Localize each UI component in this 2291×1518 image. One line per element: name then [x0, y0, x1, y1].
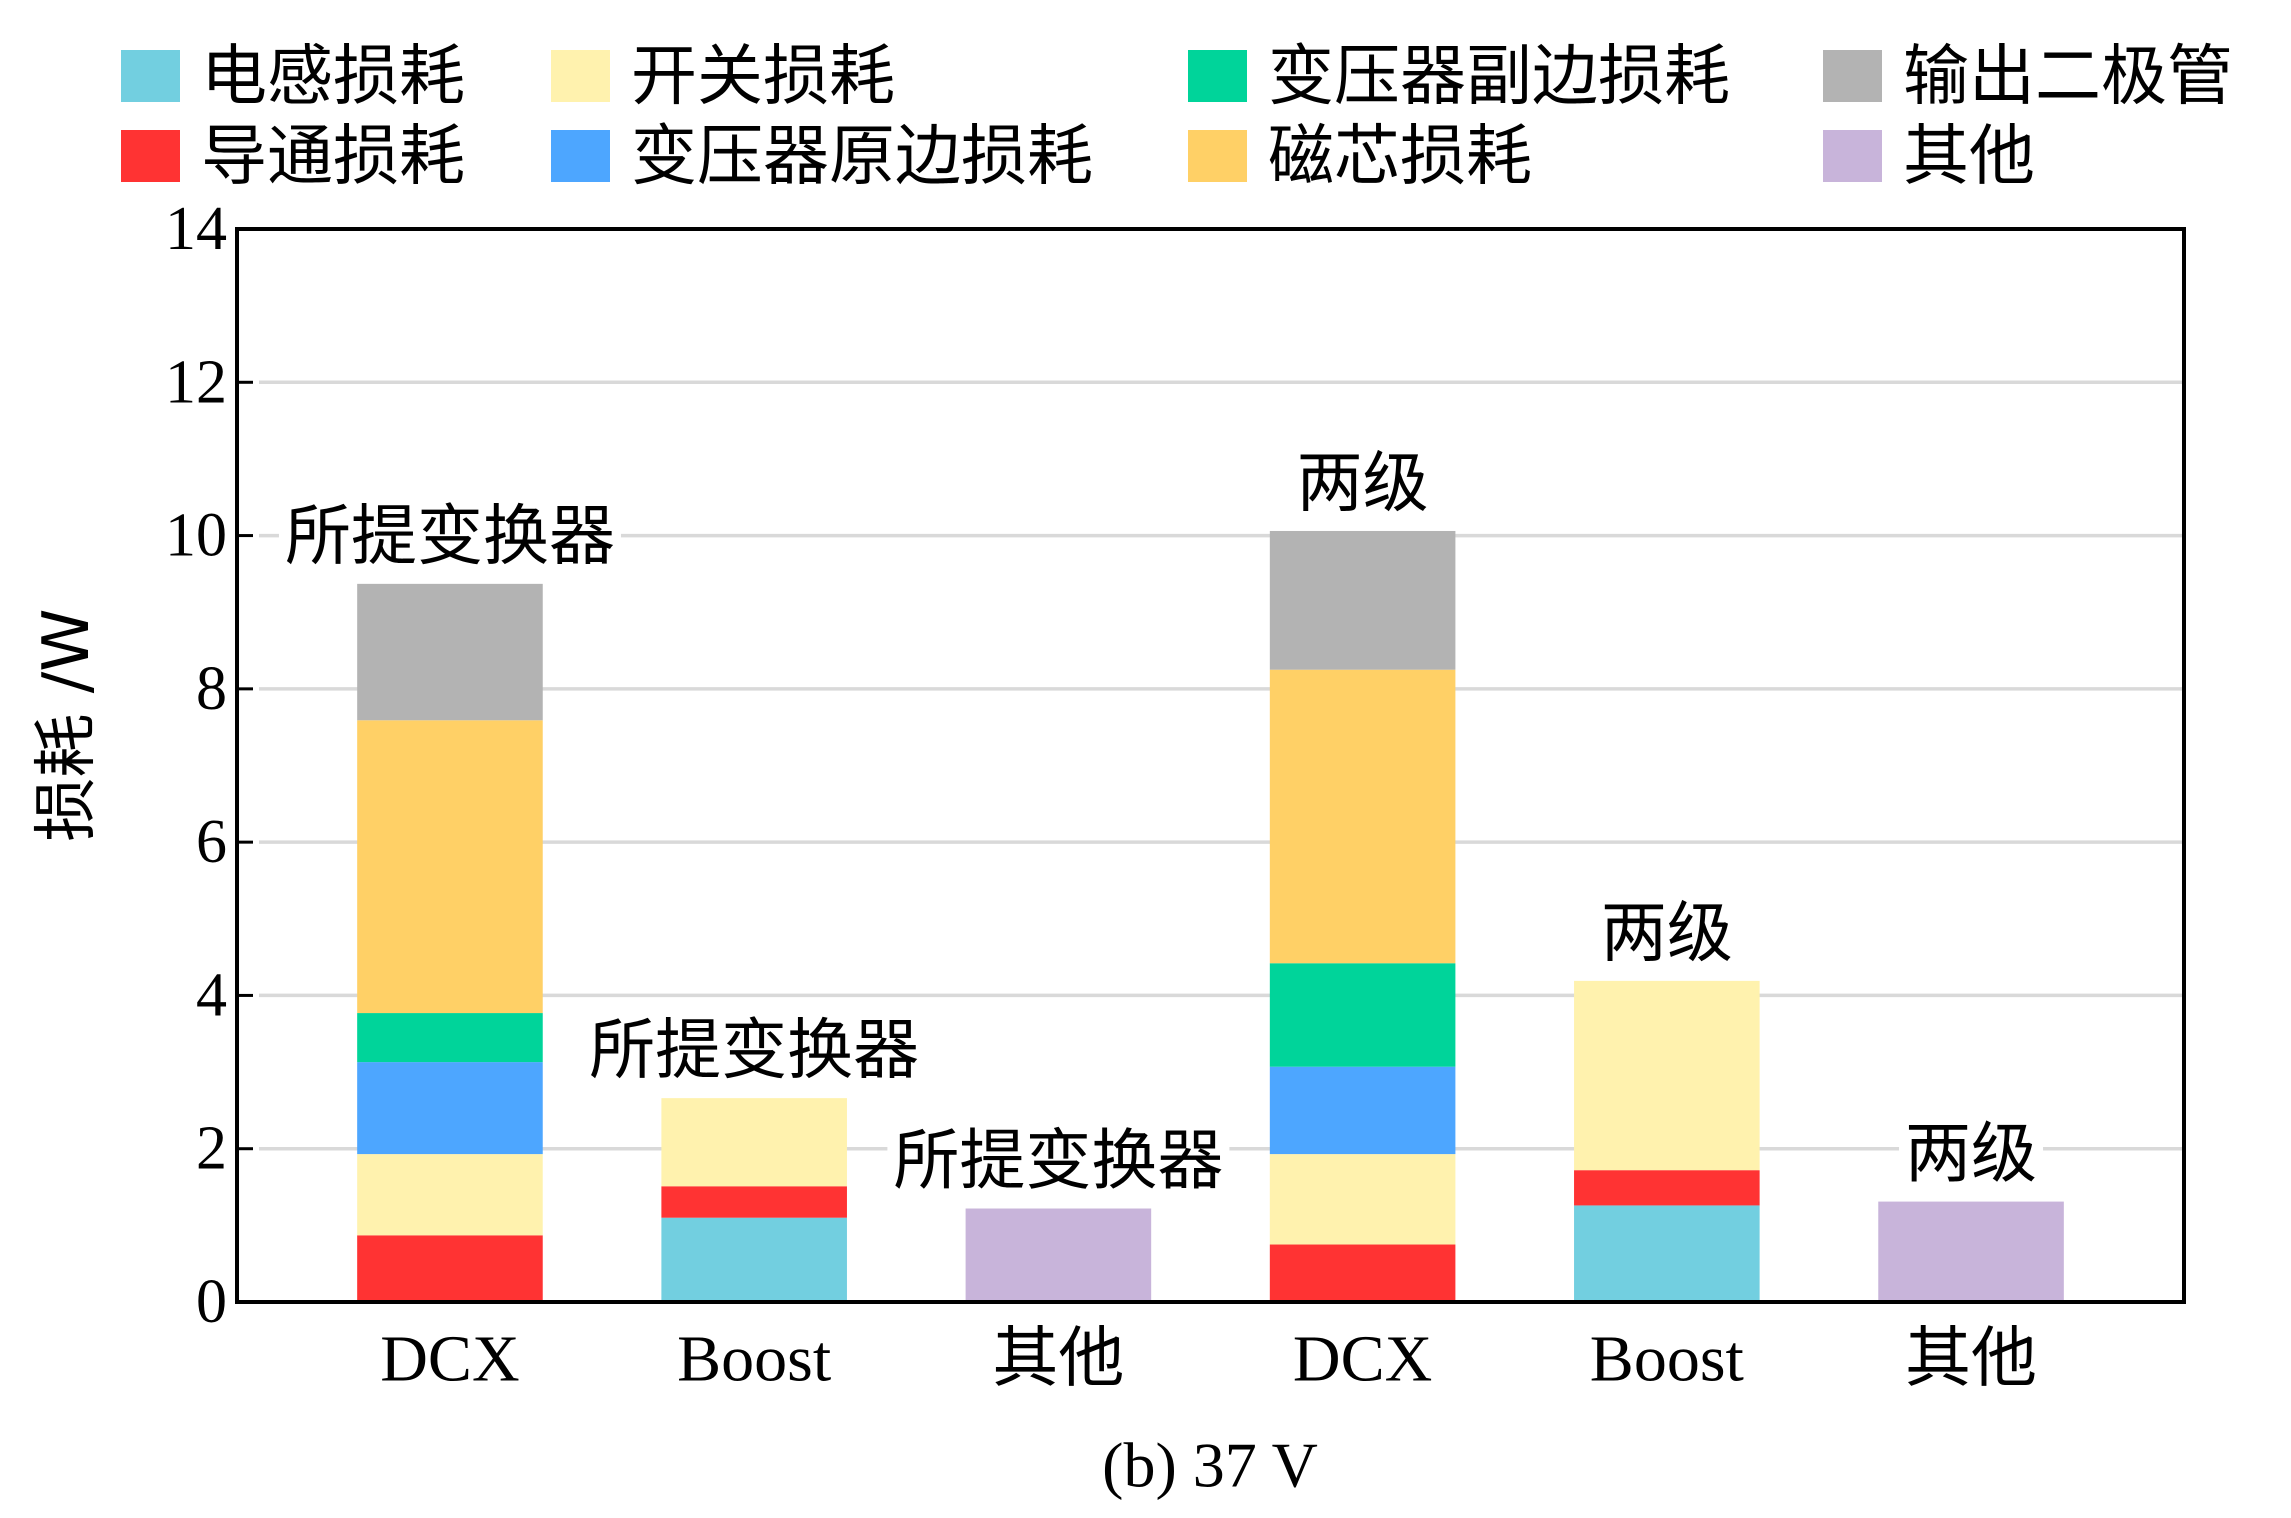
legend-label: 其他: [1903, 118, 2035, 195]
y-tick-label: 8: [196, 655, 227, 723]
legend-label: 输出二极管: [1903, 38, 2233, 115]
plot-frame: [235, 227, 2186, 1304]
bar-group-label: 所提变换器: [285, 497, 615, 574]
legend-label: 开关损耗: [631, 38, 895, 115]
legend-label: 变压器原边损耗: [631, 118, 1093, 195]
bar-segment-conduction-loss: [357, 1235, 543, 1302]
bar-segment-conduction-loss: [1269, 1244, 1456, 1302]
bar-label-background: [887, 1119, 1230, 1201]
legend-swatch-inductor-loss: [121, 50, 180, 102]
y-tick-label: 12: [165, 348, 227, 416]
y-axis-label: 损耗 /W: [30, 608, 104, 841]
x-tick-label: DCX: [1293, 1323, 1432, 1396]
bar-label-background: [1899, 1113, 2044, 1195]
y-tick-label: 0: [196, 1268, 227, 1336]
x-tick-label: Boost: [1590, 1323, 1744, 1396]
bar-segment-switching-loss: [661, 1098, 847, 1187]
x-tick-label: DCX: [380, 1323, 519, 1396]
axes: 0 2 4 6 8 10 12 14 DCX Boost 其他 DCX Boost 其他: [165, 195, 2037, 1396]
bars: [357, 530, 2064, 1302]
bar-segment-switching-loss: [357, 1154, 543, 1236]
y-tick-label: 6: [196, 808, 227, 876]
legend-swatch-switching-loss: [551, 50, 610, 102]
figure-caption: (b) 37 V: [1102, 1430, 1318, 1501]
x-tick-label: 其他: [1905, 1323, 2037, 1396]
bar-group-label: 所提变换器: [893, 1122, 1223, 1199]
bar-label-background: [278, 495, 621, 577]
bar-segment-output-diode-loss: [1269, 530, 1456, 670]
legend-label: 磁芯损耗: [1268, 118, 1532, 195]
legend-swatch-output-diode-loss: [1823, 50, 1882, 102]
bar-segment-output-diode-loss: [357, 583, 543, 721]
bar-segment-inductor-loss: [661, 1217, 847, 1302]
bar-group-label: 两级: [1297, 444, 1429, 521]
legend-swatch-transformer-secondary-loss: [1188, 50, 1247, 102]
y-tick-label: 14: [165, 195, 227, 263]
x-tick-label: Boost: [677, 1323, 831, 1396]
y-tick-label: 10: [165, 502, 227, 570]
bar-group-label: 两级: [1601, 894, 1733, 971]
legend-swatch-transformer-primary-loss: [551, 130, 610, 182]
legend-swatch-other-loss: [1823, 130, 1882, 182]
bar-segment-core-loss: [357, 720, 543, 1014]
legend-label: 导通损耗: [201, 118, 465, 195]
bar-segment-conduction-loss: [1574, 1170, 1760, 1206]
bar-segment-transformer-secondary-loss: [357, 1013, 543, 1063]
bar-label-background: [1594, 892, 1739, 974]
bar-segment-other-loss: [965, 1208, 1152, 1302]
legend-swatch-conduction-loss: [121, 130, 180, 182]
y-tick-label: 4: [196, 961, 227, 1029]
bar-segment-other-loss: [1878, 1201, 2064, 1302]
bar-segment-switching-loss: [1574, 980, 1760, 1171]
bar-segment-inductor-loss: [1574, 1205, 1760, 1302]
legend-label: 电感损耗: [201, 38, 465, 115]
bar-group-label: 所提变换器: [589, 1012, 919, 1089]
bar-segment-core-loss: [1269, 669, 1456, 964]
legend-swatch-core-loss: [1188, 130, 1247, 182]
bar-segment-switching-loss: [1269, 1154, 1456, 1245]
bar-segment-transformer-secondary-loss: [1269, 963, 1456, 1067]
bar-segment-transformer-primary-loss: [1269, 1066, 1456, 1155]
bar-segment-conduction-loss: [661, 1186, 847, 1218]
bar-group-label: 两级: [1905, 1115, 2037, 1192]
y-tick-label: 2: [196, 1115, 227, 1183]
bar-label-background: [1290, 442, 1435, 524]
x-tick-label: 其他: [992, 1323, 1124, 1396]
legend-label: 变压器副边损耗: [1268, 38, 1730, 115]
bar-label-background: [583, 1009, 926, 1091]
bar-segment-transformer-primary-loss: [357, 1062, 543, 1155]
